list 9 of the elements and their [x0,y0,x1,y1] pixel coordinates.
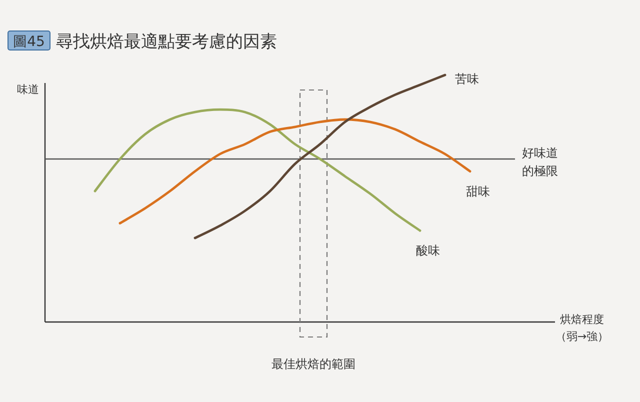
caption: 圖45 [13,34,45,50]
y-axis-title: 味道 [17,83,39,96]
ref-line-label: 好味道的極限 [522,146,558,178]
series-label: 甜味 [466,184,490,198]
text: 最佳烘焙的範圍 [272,357,356,371]
series-label: 苦味 [455,72,479,86]
series-label: 酸味 [416,244,440,258]
chart-title: 尋找烘焙最適點要考慮的因素 [56,32,277,52]
x-axis-title: 烘焙程度（弱→強） [555,313,609,343]
